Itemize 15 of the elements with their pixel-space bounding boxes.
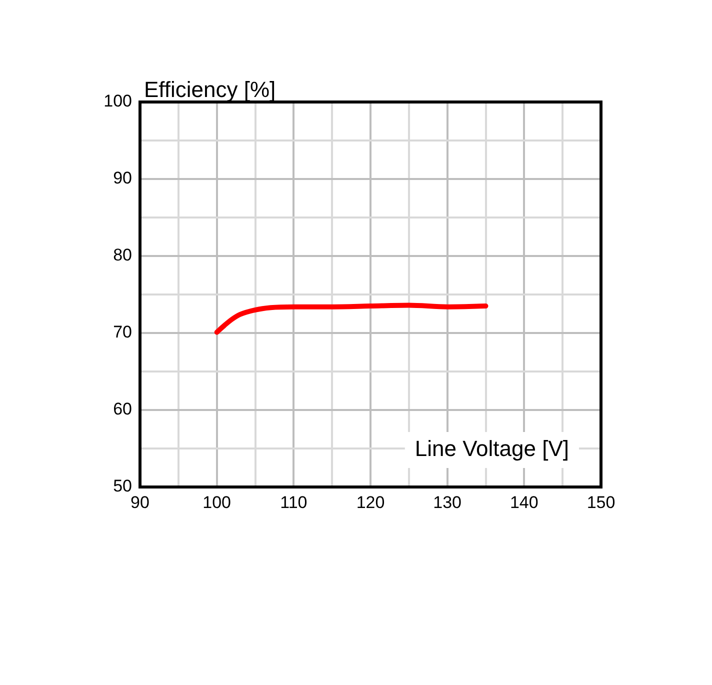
x-tick-label: 150 [586,492,616,512]
y-tick-label: 60 [113,400,132,419]
y-tick-label: 100 [104,92,132,111]
y-tick-label: 90 [113,168,132,188]
y-axis-title: Efficiency [%] [144,77,276,102]
x-axis-title: Line Voltage [V] [414,436,570,462]
x-tick-label: 120 [356,492,385,512]
x-tick-label: 90 [130,492,150,512]
y-tick-label: 70 [113,322,132,342]
x-tick-label: 130 [433,492,462,512]
x-tick-label: 110 [280,492,308,512]
y-tick-label: 80 [113,246,132,265]
x-tick-label: 100 [202,492,232,512]
x-tick-label: 140 [510,492,538,512]
y-tick-label: 50 [113,476,132,496]
